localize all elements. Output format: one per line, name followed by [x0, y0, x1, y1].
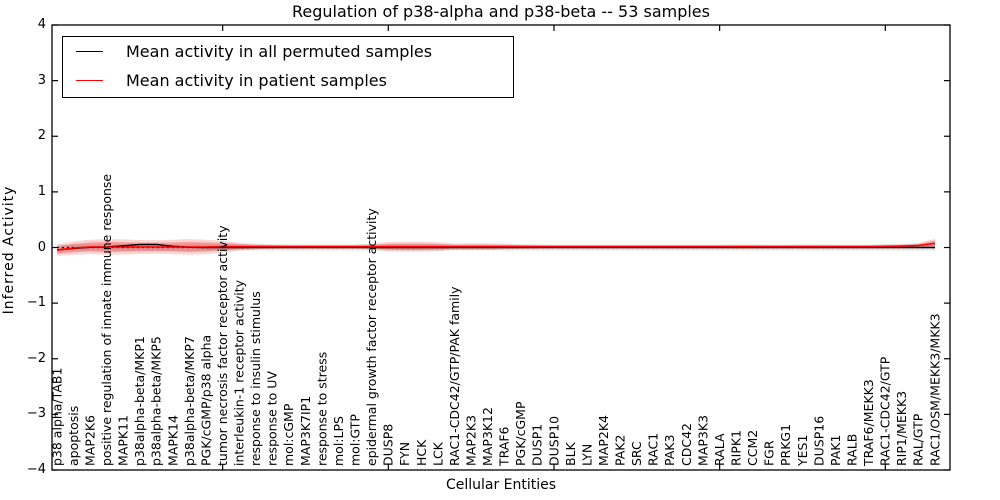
x-tick-label: DUSP10: [546, 416, 561, 466]
x-tick-label: p38alpha-beta/MKP1: [132, 336, 147, 466]
x-tick-label: DUSP1: [530, 424, 545, 466]
x-tick-label: RALB: [844, 434, 859, 466]
patient-mean-line: [56, 242, 936, 252]
x-tick-label: MAP2K3: [463, 415, 478, 466]
x-tick-label: p38 alpha/TAB1: [49, 368, 64, 466]
x-tick-label: LYN: [579, 444, 594, 466]
x-tick-label: PAK2: [613, 435, 628, 466]
x-tick-label: MAP3K3: [695, 415, 710, 466]
x-tick-label: RALA: [712, 433, 727, 466]
x-tick-label: mol:LPS: [331, 416, 346, 466]
x-tick-label: FGR: [762, 440, 777, 466]
x-axis-label: Cellular Entities: [445, 477, 557, 493]
x-tick-label: mol:cGMP: [281, 403, 296, 466]
x-tick-label: MAP3K7IP1: [298, 396, 313, 466]
x-tick-label: LCK: [430, 441, 445, 466]
x-tick-label: response to UV: [265, 371, 280, 466]
x-tick-label: PAK1: [828, 435, 843, 466]
x-tick-label: p38alpha-beta/MKP7: [182, 336, 197, 466]
x-tick-label: FYN: [397, 442, 412, 466]
x-tick-label: MAPK14: [165, 415, 180, 466]
chart-title: Regulation of p38-alpha and p38-beta -- …: [292, 2, 710, 21]
x-tick-label: MAP2K4: [596, 415, 611, 466]
x-tick-label: RIPK1: [729, 430, 744, 466]
x-tick-label: positive regulation of innate immune res…: [99, 174, 114, 466]
legend-label-permuted: Mean activity in all permuted samples: [126, 42, 433, 61]
x-tick-label: MAPK11: [116, 415, 131, 466]
y-tick-label: 2: [37, 128, 46, 144]
y-tick-label: 4: [37, 17, 46, 32]
x-tick-label: epidermal growth factor receptor activit…: [364, 208, 379, 466]
x-tick-label: TRAF6: [497, 426, 512, 467]
x-tick-label: PAK3: [662, 435, 677, 466]
x-tick-label: BLK: [563, 441, 578, 466]
y-tick-label: −3: [26, 406, 46, 422]
y-tick-label: −2: [26, 350, 46, 366]
x-tick-label: CCM2: [745, 430, 760, 466]
legend-entry-permuted: Mean activity in all permuted samples: [63, 37, 513, 66]
legend-entry-patient: Mean activity in patient samples: [63, 66, 513, 95]
x-tick-label: apoptosis: [66, 406, 81, 466]
x-tick-label: PGK/cGMP: [513, 401, 528, 466]
x-tick-label: DUSP8: [381, 424, 396, 466]
y-tick-label: 0: [37, 239, 46, 255]
y-tick-label: −1: [26, 295, 46, 311]
x-tick-label: response to stress: [314, 352, 329, 466]
x-tick-label: MAP2K6: [82, 415, 97, 466]
x-tick-label: tumor necrosis factor receptor activity: [215, 225, 230, 466]
x-tick-label: RAC1/OSM/MEKK3/MKK3: [927, 313, 942, 466]
x-tick-label: PGK/cGMP/p38 alpha: [198, 335, 213, 466]
x-tick-label: response to insulin stimulus: [248, 291, 263, 466]
x-tick-label: RAL/GTP: [911, 413, 926, 466]
x-tick-label: RAC1: [646, 433, 661, 466]
legend: Mean activity in all permuted samples Me…: [62, 36, 514, 98]
x-tick-label: MAP3K12: [480, 407, 495, 466]
legend-line-patient-icon: [76, 80, 103, 81]
legend-line-permuted-icon: [76, 51, 103, 52]
x-tick-label: YES1: [795, 435, 810, 467]
x-tick-label: RAC1-CDC42/GTP: [878, 356, 893, 466]
legend-label-patient: Mean activity in patient samples: [126, 71, 387, 90]
x-tick-label: CDC42: [679, 423, 694, 466]
x-tick-label: interleukin-1 receptor activity: [232, 279, 247, 466]
x-tick-label: RIP1/MEKK3: [894, 391, 909, 466]
y-tick-label: −4: [26, 462, 46, 477]
x-tick-label: mol:GTP: [347, 414, 362, 466]
y-tick-label: 3: [37, 72, 46, 88]
x-tick-label: PRKG1: [778, 424, 793, 466]
x-tick-label: p38alpha-beta/MKP5: [149, 336, 164, 466]
x-tick-label: TRAF6/MEKK3: [861, 379, 876, 467]
x-tick-label: HCK: [414, 439, 429, 466]
y-tick-label: 1: [37, 183, 46, 199]
x-tick-label: DUSP16: [811, 416, 826, 466]
x-tick-label: RAC1-CDC42/GTP/PAK family: [447, 286, 462, 466]
x-tick-label: SRC: [629, 441, 644, 466]
